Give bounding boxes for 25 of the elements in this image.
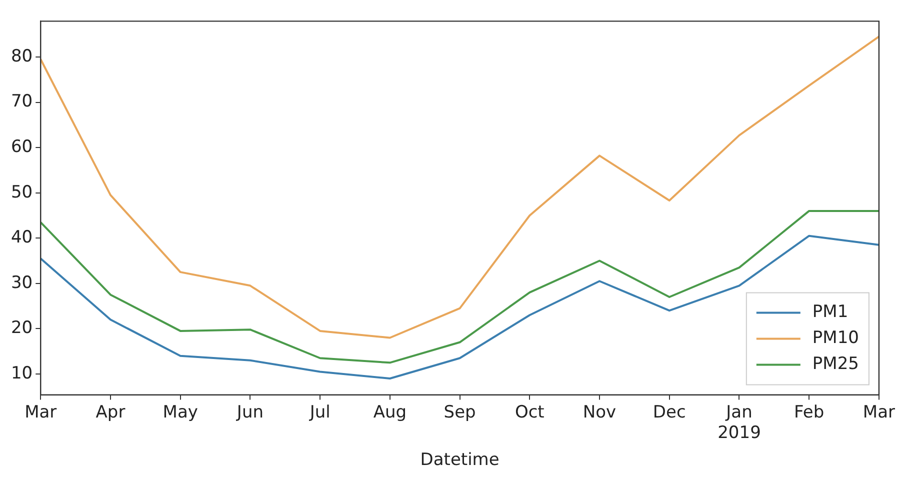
x-tick-label: Feb bbox=[794, 402, 824, 422]
y-tick-label: 40 bbox=[10, 228, 33, 248]
x-tick-label: Jul bbox=[308, 402, 330, 422]
x-tick-label: Jun bbox=[236, 402, 264, 422]
x-axis-title: Datetime bbox=[420, 450, 500, 470]
legend-label: PM25 bbox=[812, 354, 859, 374]
x-tick-label: Nov bbox=[582, 402, 616, 422]
legend-label: PM10 bbox=[812, 328, 859, 348]
x-tick-label: Sep bbox=[444, 402, 476, 422]
x-tick-label: Jan 2019 bbox=[718, 402, 761, 443]
y-tick-label: 30 bbox=[10, 272, 33, 293]
x-tick-label: Dec bbox=[652, 402, 686, 422]
y-tick-label: 70 bbox=[10, 92, 33, 112]
x-tick-label: Oct bbox=[514, 402, 545, 422]
x-tick-label: Mar bbox=[24, 402, 57, 422]
x-tick-label: Aug bbox=[373, 402, 407, 422]
y-tick-label: 80 bbox=[10, 46, 33, 66]
y-tick-label: 50 bbox=[10, 182, 33, 202]
x-tick-label: Apr bbox=[96, 402, 126, 422]
y-tick-label: 60 bbox=[10, 136, 33, 157]
x-tick-label: Mar bbox=[862, 402, 896, 422]
legend-label: PM1 bbox=[812, 302, 848, 322]
x-tick-label: May bbox=[162, 402, 198, 422]
y-tick-label: 20 bbox=[10, 318, 33, 338]
y-tick-label: 10 bbox=[10, 363, 33, 384]
